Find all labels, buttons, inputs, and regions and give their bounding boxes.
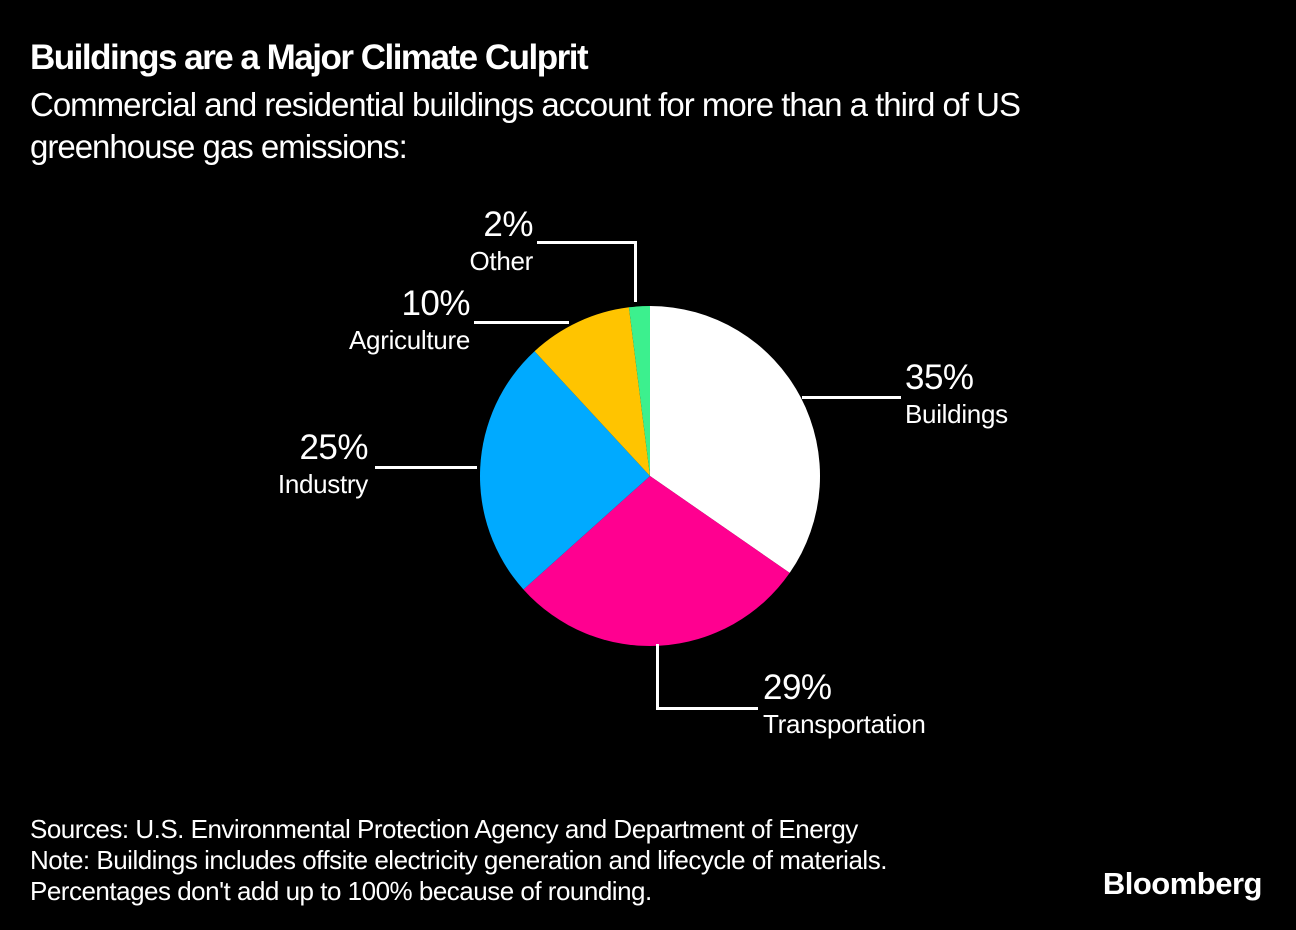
pie-slice-other (628, 306, 650, 476)
callout-industry: 25% Industry (277, 428, 369, 500)
source-note: Sources: U.S. Environmental Protection A… (30, 814, 887, 907)
chart-title: Buildings are a Major Climate Culprit (30, 38, 589, 77)
callout-transportation: 29% Transportation (763, 668, 926, 740)
callout-transportation-label: Transportation (763, 709, 926, 739)
note-line-1: Note: Buildings includes offsite electri… (30, 845, 887, 875)
chart-subtitle-line-1: Commercial and residential buildings acc… (30, 86, 1021, 123)
chart-subtitle: Commercial and residential buildings acc… (30, 84, 1021, 168)
pie-slice-buildings (650, 306, 821, 573)
callout-buildings: 35% Buildings (905, 358, 1008, 430)
callout-industry-label: Industry (277, 469, 368, 499)
source-line: Sources: U.S. Environmental Protection A… (30, 814, 858, 844)
note-line-2: Percentages don't add up to 100% because… (30, 876, 652, 906)
callout-agriculture-pct: 10% (401, 284, 470, 323)
callout-agriculture: 10% Agriculture (349, 284, 470, 356)
pie-svg (480, 306, 821, 647)
leader-line-industry (375, 466, 477, 469)
chart-subtitle-line-2: greenhouse gas emissions: (30, 128, 408, 165)
callout-industry-pct: 25% (299, 428, 368, 467)
callout-other-label: Other (469, 246, 533, 276)
pie-slice-industry (480, 351, 650, 590)
bloomberg-logo: Bloomberg (1102, 866, 1263, 901)
leader-line-transportation-vertical (656, 644, 659, 710)
callout-other: 2% Other (469, 205, 533, 277)
callout-other-pct: 2% (483, 205, 533, 244)
leader-line-agriculture (474, 321, 569, 324)
pie-slice-agriculture (534, 307, 650, 476)
leader-line-other-horizontal (537, 241, 637, 244)
leader-line-buildings (802, 396, 901, 399)
pie-chart (479, 305, 821, 647)
callout-buildings-label: Buildings (905, 399, 1008, 429)
callout-transportation-pct: 29% (763, 668, 832, 707)
callout-buildings-pct: 35% (905, 358, 974, 397)
leader-line-other-vertical (634, 241, 637, 302)
leader-line-transportation-horizontal (656, 707, 758, 710)
callout-agriculture-label: Agriculture (349, 325, 470, 355)
pie-slice-transportation (523, 476, 790, 647)
